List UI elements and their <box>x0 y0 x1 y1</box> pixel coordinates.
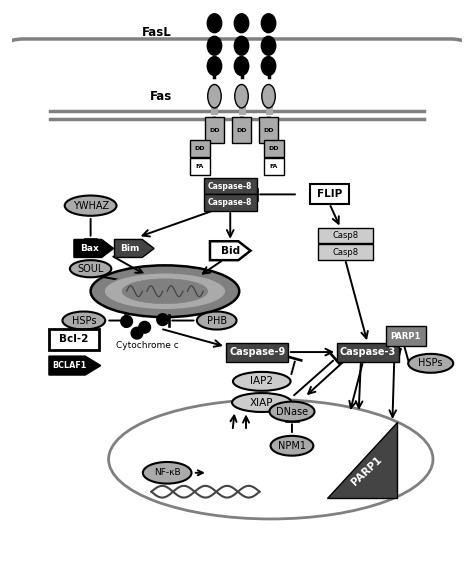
FancyBboxPatch shape <box>318 228 373 244</box>
Circle shape <box>131 328 143 339</box>
Circle shape <box>139 322 151 333</box>
Ellipse shape <box>408 354 453 373</box>
Text: HSPs: HSPs <box>419 358 443 368</box>
Text: Casp8: Casp8 <box>332 231 358 240</box>
Ellipse shape <box>261 36 276 55</box>
FancyBboxPatch shape <box>204 178 257 194</box>
Text: DNase: DNase <box>276 407 308 417</box>
FancyBboxPatch shape <box>318 244 373 259</box>
Ellipse shape <box>234 36 249 55</box>
Ellipse shape <box>262 85 275 108</box>
FancyBboxPatch shape <box>204 194 257 211</box>
FancyBboxPatch shape <box>205 117 224 143</box>
Text: FA: FA <box>196 164 204 169</box>
Ellipse shape <box>269 402 314 421</box>
FancyBboxPatch shape <box>190 140 210 157</box>
Text: DD: DD <box>195 146 205 151</box>
Text: DD: DD <box>269 146 279 151</box>
Text: PARP1: PARP1 <box>391 332 421 341</box>
FancyBboxPatch shape <box>259 117 278 143</box>
Text: BCLAF1: BCLAF1 <box>52 361 87 370</box>
Polygon shape <box>115 239 154 258</box>
FancyBboxPatch shape <box>386 326 426 346</box>
Text: DD: DD <box>209 128 220 133</box>
Ellipse shape <box>234 56 249 76</box>
Ellipse shape <box>63 312 105 329</box>
Ellipse shape <box>207 56 222 76</box>
Ellipse shape <box>122 279 208 303</box>
FancyBboxPatch shape <box>226 343 288 362</box>
Ellipse shape <box>208 85 221 108</box>
Ellipse shape <box>207 14 222 33</box>
Text: Cytochrome c: Cytochrome c <box>116 341 178 350</box>
Ellipse shape <box>70 260 111 277</box>
Ellipse shape <box>234 14 249 33</box>
Text: IAP2: IAP2 <box>250 376 273 386</box>
Ellipse shape <box>233 372 291 391</box>
Text: Bcl-2: Bcl-2 <box>59 335 88 345</box>
FancyBboxPatch shape <box>0 39 474 587</box>
FancyBboxPatch shape <box>190 158 210 175</box>
Text: FA: FA <box>270 164 278 169</box>
FancyBboxPatch shape <box>264 158 284 175</box>
Text: YWHAZ: YWHAZ <box>73 201 109 211</box>
Ellipse shape <box>109 400 433 519</box>
Text: SOUL: SOUL <box>77 264 104 274</box>
Ellipse shape <box>261 14 276 33</box>
Text: PARP1: PARP1 <box>350 455 384 488</box>
Text: Caspase-8: Caspase-8 <box>208 182 253 191</box>
FancyBboxPatch shape <box>310 184 349 204</box>
Ellipse shape <box>104 273 226 310</box>
Text: FasL: FasL <box>142 26 172 39</box>
Ellipse shape <box>91 265 239 317</box>
Text: DD: DD <box>263 128 274 133</box>
Text: XIAP: XIAP <box>250 397 273 407</box>
Ellipse shape <box>261 56 276 76</box>
Text: DD: DD <box>236 128 247 133</box>
Ellipse shape <box>64 195 117 216</box>
Ellipse shape <box>235 85 248 108</box>
Polygon shape <box>49 356 101 375</box>
Text: FLIP: FLIP <box>317 190 342 200</box>
Ellipse shape <box>232 393 292 412</box>
Circle shape <box>157 314 169 325</box>
Text: NPM1: NPM1 <box>278 441 306 451</box>
Polygon shape <box>210 241 251 260</box>
Text: Caspase-8: Caspase-8 <box>208 198 253 207</box>
Ellipse shape <box>197 312 237 329</box>
FancyBboxPatch shape <box>49 329 99 350</box>
Text: Fas: Fas <box>149 90 172 103</box>
Text: Caspase-9: Caspase-9 <box>229 347 285 357</box>
Text: HSPs: HSPs <box>72 316 96 326</box>
Polygon shape <box>327 422 397 498</box>
Text: Casp8: Casp8 <box>332 248 358 257</box>
FancyBboxPatch shape <box>337 343 399 362</box>
Ellipse shape <box>207 36 222 55</box>
Circle shape <box>121 316 133 328</box>
Text: Bim: Bim <box>120 244 139 253</box>
Ellipse shape <box>271 436 313 456</box>
Text: PHB: PHB <box>207 316 227 326</box>
Text: Caspase-3: Caspase-3 <box>339 347 396 357</box>
Polygon shape <box>74 239 114 258</box>
Text: Bax: Bax <box>80 244 99 253</box>
FancyBboxPatch shape <box>232 117 251 143</box>
FancyBboxPatch shape <box>264 140 284 157</box>
Ellipse shape <box>143 462 191 484</box>
Text: NF-κB: NF-κB <box>154 468 181 477</box>
Text: Bid: Bid <box>221 246 240 256</box>
